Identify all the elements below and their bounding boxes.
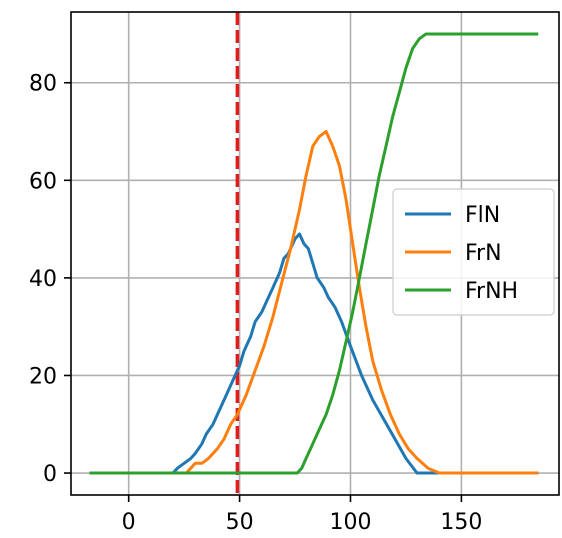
y-tick-label: 80 xyxy=(29,72,57,97)
series-line-frn xyxy=(89,130,539,475)
x-tick-label: 50 xyxy=(226,510,254,535)
x-tick-label: 150 xyxy=(440,510,482,535)
y-tick-label: 40 xyxy=(29,267,57,292)
legend-label-frn: FrN xyxy=(465,241,502,266)
series-line-fln xyxy=(89,232,539,475)
x-tick-label: 0 xyxy=(122,510,136,535)
legend-box xyxy=(392,188,555,316)
legend: FlN FrN FrNH xyxy=(392,188,555,316)
y-tick-label: 60 xyxy=(29,169,57,194)
legend-label-frnh: FrNH xyxy=(465,279,518,304)
x-tick-label: 100 xyxy=(329,510,371,535)
plot-frame xyxy=(70,11,560,496)
series-layer xyxy=(89,32,539,475)
y-tick-label: 20 xyxy=(29,364,57,389)
series-line-frnh xyxy=(89,32,539,475)
y-tick-label: 0 xyxy=(43,462,57,487)
y-axis: 0 20 40 60 80 xyxy=(29,72,71,487)
legend-label-fln: FlN xyxy=(465,203,500,228)
x-axis: 0 50 100 150 xyxy=(122,495,482,535)
